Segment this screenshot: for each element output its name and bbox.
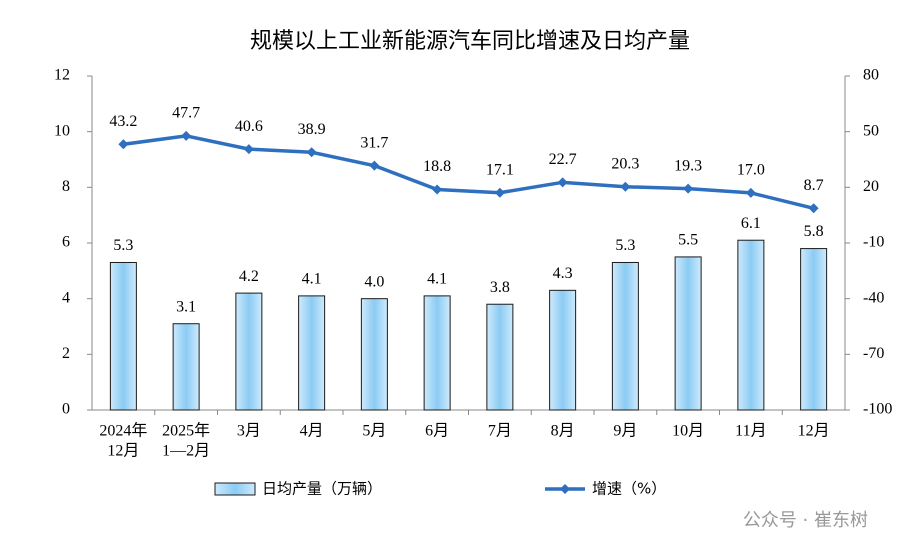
bar-value-label: 3.1 (176, 298, 196, 315)
chart-title: 规模以上工业新能源汽车同比增速及日均产量 (250, 29, 690, 54)
y2-tick-label: 20 (863, 178, 879, 195)
y-tick-label: 6 (62, 234, 70, 251)
bar (486, 303, 514, 411)
bar (737, 239, 765, 411)
y-tick-label: 8 (62, 178, 70, 195)
y2-tick-label: 80 (863, 67, 879, 84)
bar (549, 289, 577, 411)
line-value-label: 8.7 (804, 177, 824, 194)
line-value-label: 20.3 (611, 155, 639, 172)
x-tick-label: 1—2月 (162, 443, 210, 460)
legend-label: 增速（%） (592, 480, 666, 498)
y-tick-label: 10 (54, 122, 70, 139)
y-tick-label: 4 (62, 289, 70, 306)
bar (235, 292, 263, 411)
legend-label: 日均产量（万辆） (262, 480, 382, 498)
line-marker (683, 183, 694, 194)
y2-tick-label: 50 (863, 122, 879, 139)
bar-value-label: 5.5 (678, 232, 698, 249)
bar-value-label: 5.3 (615, 237, 635, 254)
bar-value-label: 4.0 (364, 273, 384, 290)
y2-tick-label: -10 (863, 234, 884, 251)
x-tick-label: 7月 (488, 423, 512, 440)
line-marker (369, 160, 380, 171)
x-tick-label: 2024年 (99, 422, 147, 440)
line-marker (620, 181, 631, 192)
line-value-label: 22.7 (549, 151, 577, 168)
line-value-label: 47.7 (172, 105, 200, 122)
x-tick-label: 9月 (613, 423, 637, 440)
x-tick-label: 6月 (425, 423, 449, 440)
line-value-label: 38.9 (298, 121, 326, 138)
bar (172, 323, 200, 411)
line-marker (306, 147, 317, 158)
line-marker (494, 187, 505, 198)
bar-value-label: 5.8 (804, 223, 824, 240)
bar-value-label: 6.1 (741, 215, 761, 232)
line-marker (181, 130, 192, 141)
legend-swatch (214, 482, 256, 496)
line-marker (557, 177, 568, 188)
line-value-label: 40.6 (235, 118, 263, 135)
x-tick-label: 5月 (362, 423, 386, 440)
y2-tick-label: -40 (863, 289, 884, 306)
bar-value-label: 4.2 (239, 268, 259, 285)
line-marker (808, 203, 819, 214)
bar (109, 261, 137, 411)
line (123, 134, 815, 211)
bar (298, 295, 326, 411)
bar (800, 248, 828, 411)
line-value-label: 18.8 (423, 158, 451, 175)
bar-value-label: 4.3 (553, 265, 573, 282)
x-tick-label: 10月 (672, 423, 704, 440)
bar-value-label: 3.8 (490, 279, 510, 296)
watermark: 公众号 · 崔东树 (743, 510, 868, 531)
bar (674, 256, 702, 411)
x-tick-label: 12月 (798, 423, 830, 440)
bar (611, 261, 639, 411)
bar-value-label: 5.3 (113, 237, 133, 254)
x-tick-label: 3月 (237, 423, 261, 440)
line-value-label: 31.7 (360, 134, 388, 151)
line-marker (243, 144, 254, 155)
y-tick-label: 2 (62, 345, 70, 362)
y2-tick-label: -70 (863, 345, 884, 362)
line-value-label: 19.3 (674, 157, 702, 174)
bar (423, 295, 451, 411)
bar-value-label: 4.1 (302, 271, 322, 288)
y-tick-label: 12 (54, 67, 70, 84)
bar (360, 298, 388, 411)
bar-value-label: 4.1 (427, 271, 447, 288)
y2-tick-label: -100 (863, 401, 892, 418)
line-marker (432, 184, 443, 195)
x-tick-label: 4月 (300, 423, 324, 440)
y-tick-label: 0 (62, 401, 70, 418)
line-value-label: 17.1 (486, 161, 514, 178)
line-value-label: 17.0 (737, 162, 765, 179)
line-value-label: 43.2 (109, 113, 137, 130)
legend-swatch (560, 484, 570, 494)
x-tick-label: 11月 (735, 423, 766, 440)
line-marker (745, 187, 756, 198)
x-tick-label: 8月 (551, 423, 575, 440)
line-marker (118, 139, 129, 150)
x-tick-label: 2025年 (162, 422, 210, 440)
x-tick-label: 12月 (107, 443, 139, 460)
